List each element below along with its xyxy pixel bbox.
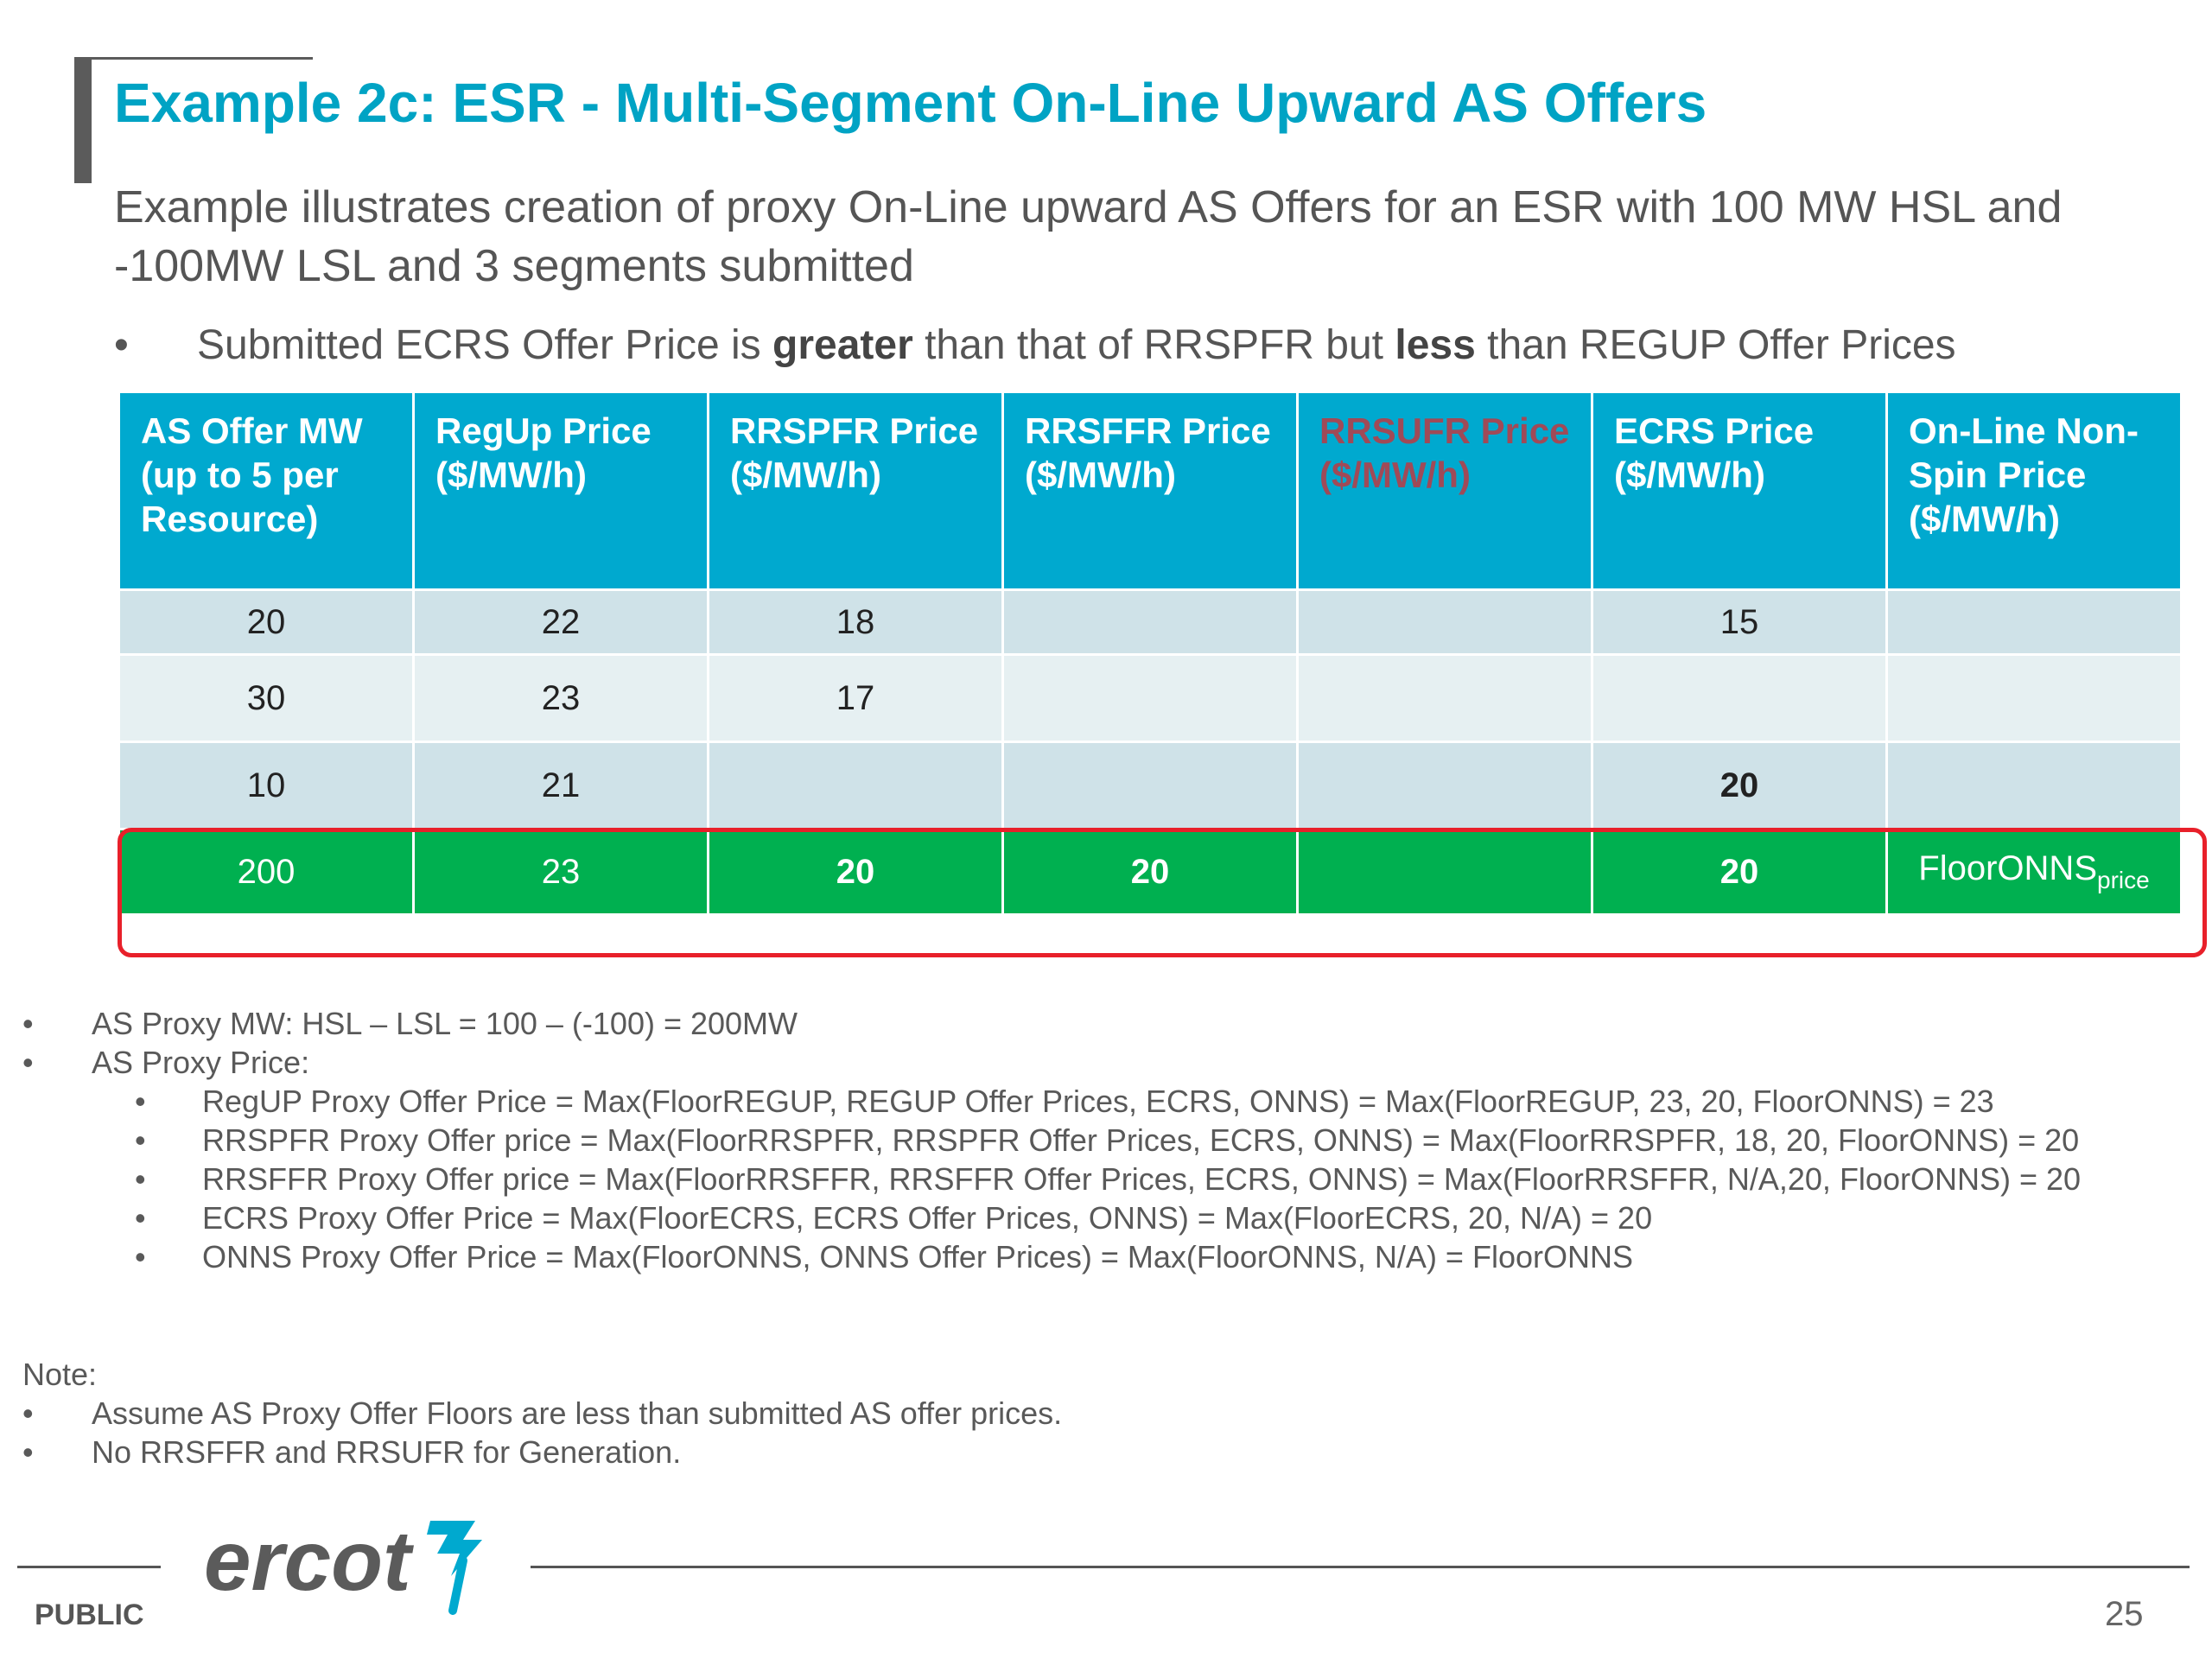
bullet-text-3: than REGUP Offer Prices	[1475, 322, 1956, 368]
table-cell: 15	[1591, 588, 1888, 656]
table-cell	[1001, 588, 1299, 656]
note-label: Note:	[22, 1357, 98, 1392]
submitted-ecrs-bullet: • Submitted ECRS Offer Price is greater t…	[114, 321, 1956, 369]
table-cell: 30	[118, 653, 415, 743]
bullet-bold-less: less	[1395, 322, 1476, 368]
rrsffr-proxy-formula: RRSFFR Proxy Offer price = Max(FloorRRSF…	[202, 1161, 2082, 1197]
header-as-offer-mw: AS Offer MW (up to 5 per Resource)	[118, 391, 415, 591]
title-accent-bar	[74, 57, 92, 183]
list-item: • RRSFFR Proxy Offer price = Max(FloorRRS…	[135, 1161, 2082, 1197]
table-row: 10 21 20	[118, 741, 2183, 830]
list-item: • RegUP Proxy Offer Price = Max(FloorREGU…	[135, 1084, 1994, 1119]
bullet-text-2: than that of RRSPFR but	[912, 322, 1395, 368]
rrspfr-proxy-formula: RRSPFR Proxy Offer price = Max(FloorRRSP…	[202, 1122, 2080, 1158]
list-item: • ONNS Proxy Offer Price = Max(FloorONNS,…	[135, 1239, 1633, 1274]
onns-proxy-formula: ONNS Proxy Offer Price = Max(FloorONNS, …	[202, 1239, 1633, 1274]
table-cell	[1001, 653, 1299, 743]
table-row: 30 23 17	[118, 653, 2183, 743]
table-cell: 22	[412, 588, 709, 656]
list-item: • ECRS Proxy Offer Price = Max(FloorECRS,…	[135, 1200, 1653, 1236]
bullet-text-1: Submitted ECRS Offer Price is	[197, 322, 772, 368]
proxy-mw-text: AS Proxy MW: HSL – LSL = 100 – (-100) = …	[92, 1006, 798, 1041]
proxy-calculation-notes: • AS Proxy MW: HSL – LSL = 100 – (-100) =…	[22, 1004, 2081, 1276]
ecrs-proxy-formula: ECRS Proxy Offer Price = Max(FloorECRS, …	[202, 1200, 1653, 1236]
ercot-logo: ercot	[204, 1513, 482, 1615]
list-item: • RRSPFR Proxy Offer price = Max(FloorRRS…	[135, 1122, 2080, 1158]
table-cell	[1296, 741, 1593, 830]
footer-divider-right	[531, 1566, 2190, 1568]
proxy-cell-onns: FloorONNSprice	[1885, 828, 2183, 916]
table-header-row: AS Offer MW (up to 5 per Resource) RegUp…	[118, 391, 2183, 591]
classification-label: PUBLIC	[35, 1599, 144, 1631]
table-cell	[1885, 653, 2183, 743]
table-cell	[1296, 588, 1593, 656]
proxy-cell-rrspfr: 20	[707, 828, 1004, 916]
proxy-cell-rrsufr	[1296, 828, 1593, 916]
proxy-row-highlight	[118, 828, 2207, 957]
table-cell: 20	[1591, 741, 1888, 830]
table-cell: 10	[118, 741, 415, 830]
list-item: • AS Proxy MW: HSL – LSL = 100 – (-100) =…	[22, 1006, 798, 1041]
note-item-floors: Assume AS Proxy Offer Floors are less th…	[92, 1395, 1063, 1431]
proxy-cell-rrsffr: 20	[1001, 828, 1299, 916]
table-cell: 17	[707, 653, 1004, 743]
table-row: 20 22 18 15	[118, 588, 2183, 656]
table-cell	[1885, 741, 2183, 830]
footer-divider-left	[17, 1566, 161, 1568]
list-item: • Assume AS Proxy Offer Floors are less t…	[22, 1395, 1063, 1431]
slide-title: Example 2c: ESR - Multi-Segment On-Line …	[114, 72, 1707, 134]
proxy-offer-row: 200 23 20 20 20 FloorONNSprice	[118, 828, 2183, 916]
table-cell: 23	[412, 653, 709, 743]
table-cell	[1296, 653, 1593, 743]
page-number: 25	[2105, 1595, 2144, 1633]
table-cell	[1591, 653, 1888, 743]
list-item: • No RRSFFR and RRSUFR for Generation.	[22, 1434, 682, 1470]
header-regup-price: RegUp Price ($/MW/h)	[412, 391, 709, 591]
list-item: • AS Proxy Price:	[22, 1045, 310, 1080]
intro-text: Example illustrates creation of proxy On…	[114, 182, 2063, 291]
header-ecrs-price: ECRS Price ($/MW/h)	[1591, 391, 1888, 591]
table-cell	[1001, 741, 1299, 830]
regup-proxy-formula: RegUP Proxy Offer Price = Max(FloorREGUP…	[202, 1084, 1994, 1119]
proxy-onns-subscript: price	[2097, 867, 2150, 893]
note-section: Note: • Assume AS Proxy Offer Floors are …	[22, 1355, 1062, 1471]
header-rrsufr-price: RRSUFR Price ($/MW/h)	[1296, 391, 1593, 591]
proxy-onns-value: FloorONNS	[1918, 849, 2097, 887]
ercot-logo-text: ercot	[204, 1513, 414, 1608]
table-cell: 18	[707, 588, 1004, 656]
table-cell	[1885, 588, 2183, 656]
bullet-symbol: •	[114, 322, 129, 368]
title-accent-top	[74, 57, 313, 60]
table-cell: 20	[118, 588, 415, 656]
header-rrspfr-price: RRSPFR Price ($/MW/h)	[707, 391, 1004, 591]
proxy-price-label: AS Proxy Price:	[92, 1045, 310, 1080]
table-cell: 21	[412, 741, 709, 830]
proxy-cell-regup: 23	[412, 828, 709, 916]
table-cell	[707, 741, 1004, 830]
note-item-generation: No RRSFFR and RRSUFR for Generation.	[92, 1434, 682, 1470]
proxy-cell-ecrs: 20	[1591, 828, 1888, 916]
header-rrsffr-price: RRSFFR Price ($/MW/h)	[1001, 391, 1299, 591]
ercot-logo-mark	[427, 1521, 482, 1615]
header-onns-price: On-Line Non-Spin Price ($/MW/h)	[1885, 391, 2183, 591]
bullet-bold-greater: greater	[772, 322, 913, 368]
